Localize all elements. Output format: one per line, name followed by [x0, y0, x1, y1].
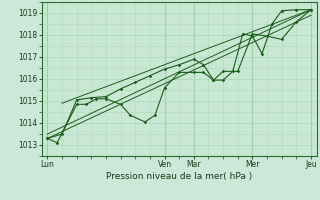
- X-axis label: Pression niveau de la mer( hPa ): Pression niveau de la mer( hPa ): [106, 172, 252, 181]
